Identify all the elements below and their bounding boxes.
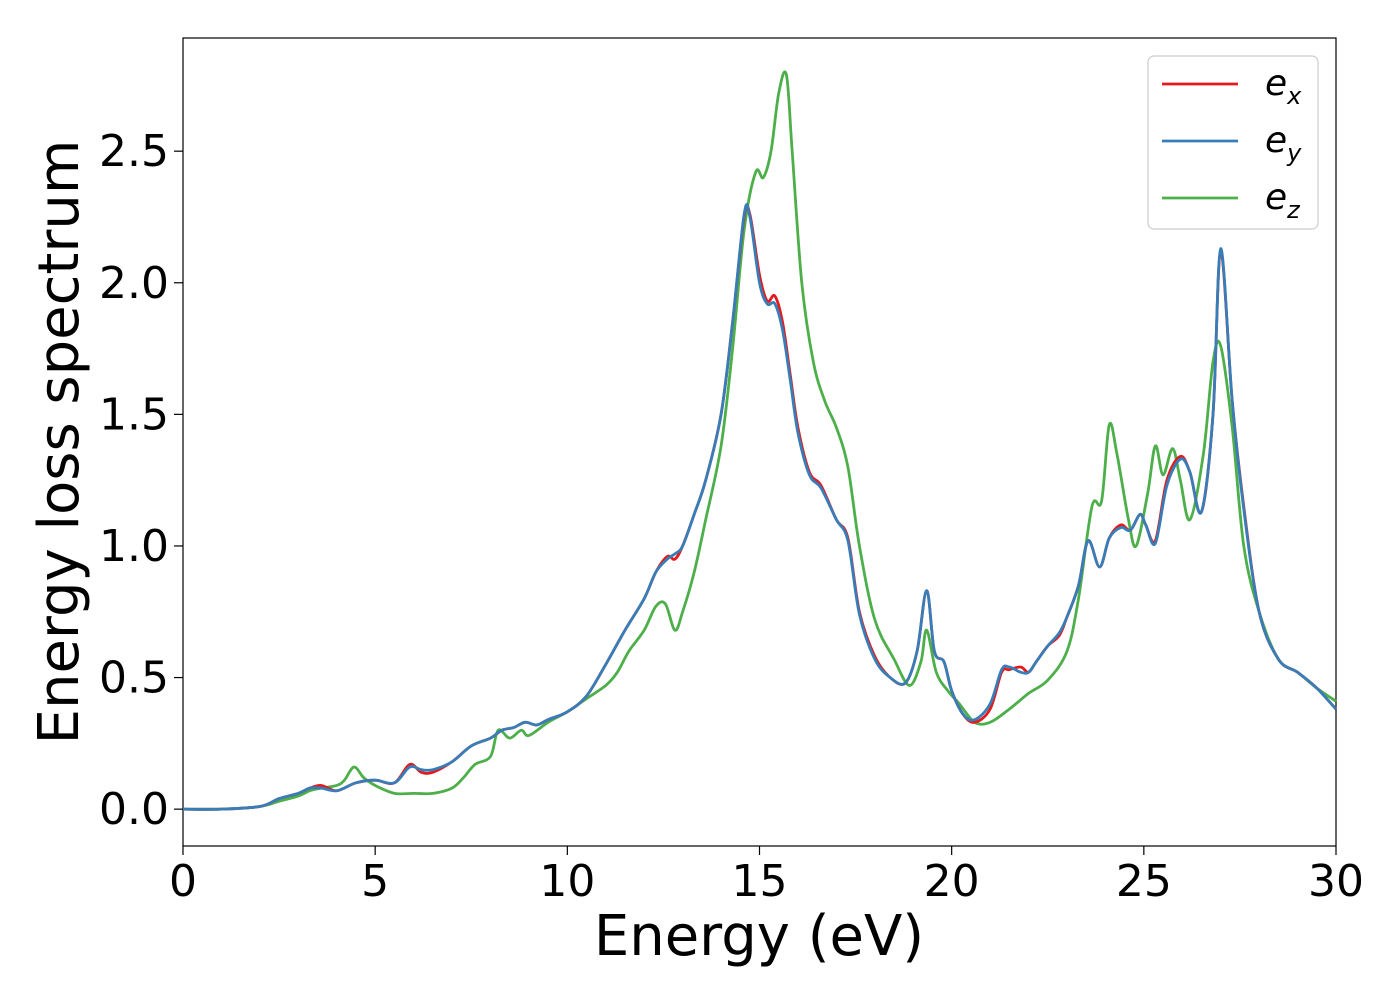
x-tick-label: 20 <box>924 856 980 907</box>
x-tick-label: 5 <box>361 856 389 907</box>
y-axis-ticks: 0.0 0.5 1.0 1.5 2.0 2.5 <box>99 126 183 835</box>
y-tick-label: 1.5 <box>99 389 169 440</box>
series-line-e-y <box>182 203 1338 811</box>
x-tick-label: 10 <box>539 856 595 907</box>
y-tick-label: 0.0 <box>99 784 169 835</box>
y-tick-label: 2.5 <box>99 126 169 177</box>
x-tick-label: 15 <box>732 856 788 907</box>
x-tick-label: 0 <box>169 856 197 907</box>
x-tick-label: 25 <box>1116 856 1172 907</box>
legend-frame <box>1147 55 1319 230</box>
y-tick-label: 1.0 <box>99 521 169 572</box>
x-axis-label: Energy (eV) <box>594 904 924 969</box>
y-axis-label: Energy loss spectrum <box>27 140 92 745</box>
x-axis-ticks: 0 5 10 15 20 25 30 <box>169 846 1364 907</box>
series-line-e-z <box>182 70 1337 811</box>
y-tick-label: 2.0 <box>99 258 169 309</box>
y-tick-label: 0.5 <box>99 653 169 704</box>
series-lines <box>182 70 1338 811</box>
x-tick-label: 30 <box>1308 856 1364 907</box>
